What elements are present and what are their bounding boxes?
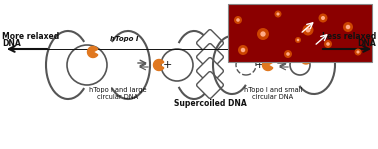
Circle shape <box>305 28 310 32</box>
Circle shape <box>161 49 193 81</box>
Circle shape <box>257 28 269 40</box>
Circle shape <box>274 10 282 17</box>
Text: Less relaxed: Less relaxed <box>322 32 376 41</box>
Circle shape <box>290 55 310 75</box>
Circle shape <box>241 48 245 52</box>
Wedge shape <box>262 59 273 70</box>
FancyBboxPatch shape <box>197 44 223 70</box>
FancyBboxPatch shape <box>197 30 223 56</box>
Circle shape <box>286 52 290 56</box>
Circle shape <box>326 42 330 46</box>
Text: More relaxed: More relaxed <box>2 32 59 41</box>
Text: DNA: DNA <box>357 39 376 48</box>
Circle shape <box>276 12 280 16</box>
Text: Supercoiled DNA: Supercoiled DNA <box>174 99 246 108</box>
Circle shape <box>343 22 353 32</box>
Text: hTopo I and small
circular DNA: hTopo I and small circular DNA <box>244 87 302 100</box>
Circle shape <box>260 31 266 37</box>
Bar <box>228 4 372 62</box>
Circle shape <box>346 25 350 29</box>
Circle shape <box>236 18 240 22</box>
FancyBboxPatch shape <box>197 58 223 84</box>
Wedge shape <box>301 54 310 64</box>
Wedge shape <box>87 46 98 58</box>
Text: hTopo I: hTopo I <box>268 36 296 42</box>
Circle shape <box>302 24 313 35</box>
Text: DNA: DNA <box>2 39 21 48</box>
Circle shape <box>238 45 248 55</box>
Circle shape <box>234 16 242 24</box>
Circle shape <box>355 49 361 55</box>
Circle shape <box>321 16 325 20</box>
Circle shape <box>284 50 292 58</box>
Wedge shape <box>153 59 164 70</box>
Circle shape <box>236 55 256 75</box>
Text: hTopo I: hTopo I <box>110 36 138 42</box>
Text: +: + <box>254 60 264 70</box>
Text: +: + <box>162 60 172 70</box>
Circle shape <box>67 45 107 85</box>
Text: hTopo I and large
circular DNA: hTopo I and large circular DNA <box>89 87 147 100</box>
Circle shape <box>356 50 359 54</box>
Circle shape <box>324 40 332 48</box>
Circle shape <box>319 14 327 22</box>
Circle shape <box>295 37 301 43</box>
FancyBboxPatch shape <box>197 72 223 98</box>
Circle shape <box>297 39 299 41</box>
